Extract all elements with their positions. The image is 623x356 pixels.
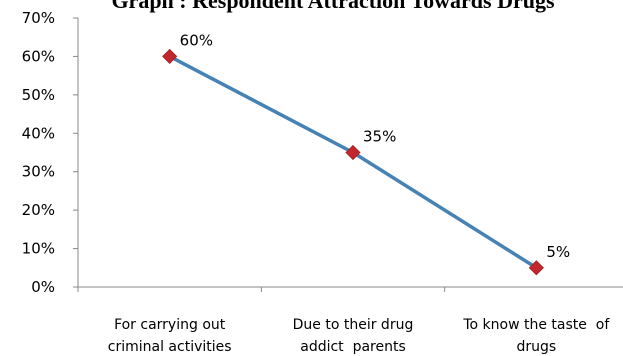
y-tick-label: 70%: [22, 9, 55, 27]
y-tick-label: 10%: [22, 240, 55, 258]
y-tick-label: 60%: [22, 47, 55, 65]
chart-title: Graph : Respondent Attraction Towards Dr…: [111, 0, 555, 13]
y-tick-label: 40%: [22, 124, 55, 142]
data-point: [528, 260, 544, 276]
data-point: [345, 144, 361, 161]
y-tick-label: 0%: [31, 278, 55, 296]
data-point: [162, 48, 178, 64]
data-label: 35%: [363, 128, 396, 146]
x-tick-label: Due to their drug addict parents: [293, 317, 414, 355]
data-label: 5%: [546, 243, 570, 261]
y-tick-label: 30%: [22, 163, 55, 181]
x-axis-ticks: For carrying out criminal activities Due t…: [77, 287, 610, 355]
y-tick-label: 50%: [22, 86, 55, 104]
axes: [77, 18, 623, 288]
series-line: [167, 54, 539, 270]
x-tick-label: For carrying out criminal activities: [108, 317, 232, 355]
y-tick-label: 20%: [22, 201, 55, 219]
y-axis-ticks: 0% 10% 20% 30% 40% 50% 60% 70%: [22, 9, 78, 296]
data-labels: 60% 35% 5%: [180, 31, 570, 260]
data-label: 60%: [180, 31, 213, 49]
x-tick-label: To know the taste of drugs: [462, 317, 610, 355]
series: [162, 48, 544, 276]
